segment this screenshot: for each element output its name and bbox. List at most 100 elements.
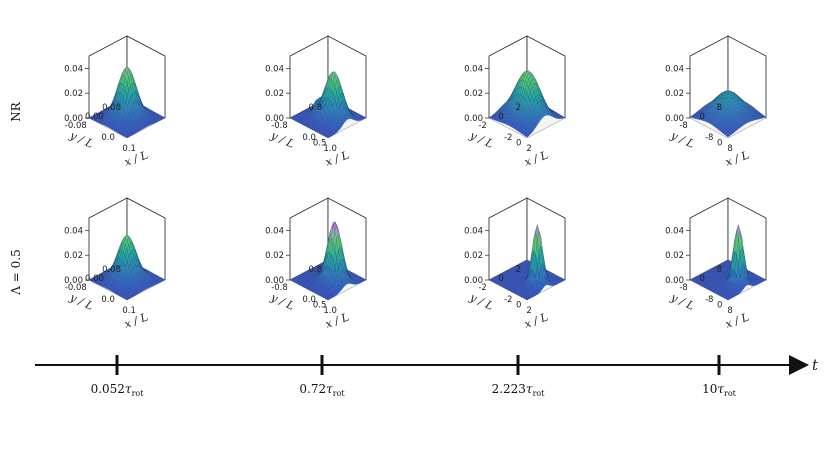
z-tick-label: 0.04: [464, 226, 483, 236]
z-tick-label: 0.04: [665, 226, 684, 236]
y-tick-label: -0.8: [271, 283, 288, 293]
y-tick-label: 8: [717, 103, 722, 113]
surface: [289, 221, 367, 301]
z-tick-label: 0.02: [665, 251, 684, 261]
x-tick-label: -8: [705, 133, 713, 143]
surface-cell: [524, 134, 530, 138]
y-axis-label: y / L: [668, 128, 696, 150]
y-axis-label: y / L: [668, 290, 696, 312]
x-tick-label: 2: [526, 306, 531, 316]
time-label-1-coef: 0.052: [91, 382, 125, 396]
y-tick-label: -2: [478, 283, 486, 293]
time-label-4-sub: rot: [724, 389, 737, 398]
z-tick-label: 0.02: [665, 89, 684, 99]
y-tick-label: 0: [498, 274, 503, 284]
surface: [488, 70, 566, 138]
z-tick-label: 0.00: [265, 114, 284, 124]
y-tick-label: 0.00: [85, 274, 104, 284]
y-tick-label: 0.8: [308, 265, 322, 275]
z-tick-label: 0.02: [464, 251, 483, 261]
z-tick-label: 0.04: [265, 64, 284, 74]
y-tick-label: 0.00: [85, 112, 104, 122]
time-label-1-sub: rot: [132, 389, 145, 398]
surface-cell: [124, 297, 130, 301]
z-tick-label: 0.00: [64, 114, 83, 124]
x-tick-label: -2: [504, 295, 512, 305]
x-tick-label: 0.5: [313, 301, 327, 311]
surface-cell: [725, 134, 731, 138]
time-label-2-coef: 0.72: [299, 382, 326, 396]
z-tick-label: 0.04: [265, 226, 284, 236]
z-tick-label: 0.00: [665, 276, 684, 286]
z-tick-label: 0.00: [464, 276, 483, 286]
y-tick-label: -2: [478, 121, 486, 131]
y-tick-label: -0.08: [65, 121, 87, 131]
z-tick-label: 0.04: [464, 64, 483, 74]
y-tick-label: 0.08: [102, 103, 121, 113]
time-label-3-unit: τ: [526, 382, 533, 396]
z-tick-label: 0.02: [64, 251, 83, 261]
y-tick-label: 0: [699, 112, 704, 122]
z-tick-label: 0.00: [665, 114, 684, 124]
y-tick-label: 0.08: [102, 265, 121, 275]
panel-r1-c2: 0.000.020.040.00.51.00.8-0.8x / Ly / L: [265, 35, 367, 169]
time-label-3-coef: 2.223: [492, 382, 526, 396]
y-tick-label: 2: [516, 103, 521, 113]
y-tick-label: -8: [679, 121, 687, 131]
x-tick-label: 0.0: [101, 133, 115, 143]
x-tick-label: 0.0: [302, 133, 316, 143]
x-tick-label: -2: [504, 133, 512, 143]
z-tick-label: 0.02: [265, 89, 284, 99]
panel-r2-c2: 0.000.020.040.00.51.00.8-0.8x / Ly / L: [265, 197, 367, 331]
time-label-2-unit: τ: [326, 382, 333, 396]
time-label-4-coef: 10: [702, 382, 717, 396]
time-label-1-unit: τ: [125, 382, 132, 396]
x-tick-label: 2: [526, 144, 531, 154]
x-tick-label: 0.0: [101, 295, 115, 305]
surface: [689, 90, 767, 138]
z-tick-label: 0.00: [265, 276, 284, 286]
z-tick-label: 0.02: [265, 251, 284, 261]
time-label-4: 10τrot: [702, 382, 737, 398]
z-tick-label: 0.02: [464, 89, 483, 99]
z-tick-label: 0.04: [64, 226, 83, 236]
panel-r2-c1: 0.000.020.040.00.10.080.00-0.08x / Ly / …: [64, 197, 166, 331]
y-tick-label: 0: [498, 112, 503, 122]
surface-cell: [524, 297, 530, 301]
y-axis-label: y / L: [268, 128, 296, 150]
y-axis-label: y / L: [467, 128, 495, 150]
surface-cell: [325, 297, 331, 301]
y-axis-label: y / L: [67, 290, 95, 312]
z-tick-label: 0.00: [64, 276, 83, 286]
surface-cell: [124, 135, 130, 139]
y-tick-label: 8: [717, 265, 722, 275]
z-tick-label: 0.04: [665, 64, 684, 74]
surface-cell: [325, 135, 331, 139]
surface: [289, 71, 367, 139]
x-tick-label: 0.5: [313, 139, 327, 149]
panel-r1-c1: 0.000.020.040.00.10.080.00-0.08x / Ly / …: [64, 35, 166, 169]
row-label-nr: NR: [9, 101, 23, 122]
x-tick-label: 0.0: [302, 295, 316, 305]
x-tick-label: 0.1: [122, 306, 136, 316]
x-tick-label: 0.1: [122, 144, 136, 154]
surface: [689, 224, 767, 301]
x-tick-label: 8: [727, 144, 732, 154]
y-tick-label: 0: [699, 274, 704, 284]
x-tick-label: 8: [727, 306, 732, 316]
z-tick-label: 0.00: [464, 114, 483, 124]
y-axis-label: y / L: [67, 128, 95, 150]
surface: [88, 66, 166, 139]
panels: 0.000.020.040.00.10.080.00-0.08x / Ly / …: [64, 35, 767, 331]
z-tick-label: 0.02: [64, 89, 83, 99]
x-tick-label: 0: [516, 301, 521, 311]
y-tick-label: -0.08: [65, 283, 87, 293]
y-tick-label: 0.8: [308, 103, 322, 113]
y-tick-label: 2: [516, 265, 521, 275]
row-label-lambda: Λ = 0.5: [9, 249, 23, 295]
y-tick-label: -8: [679, 283, 687, 293]
